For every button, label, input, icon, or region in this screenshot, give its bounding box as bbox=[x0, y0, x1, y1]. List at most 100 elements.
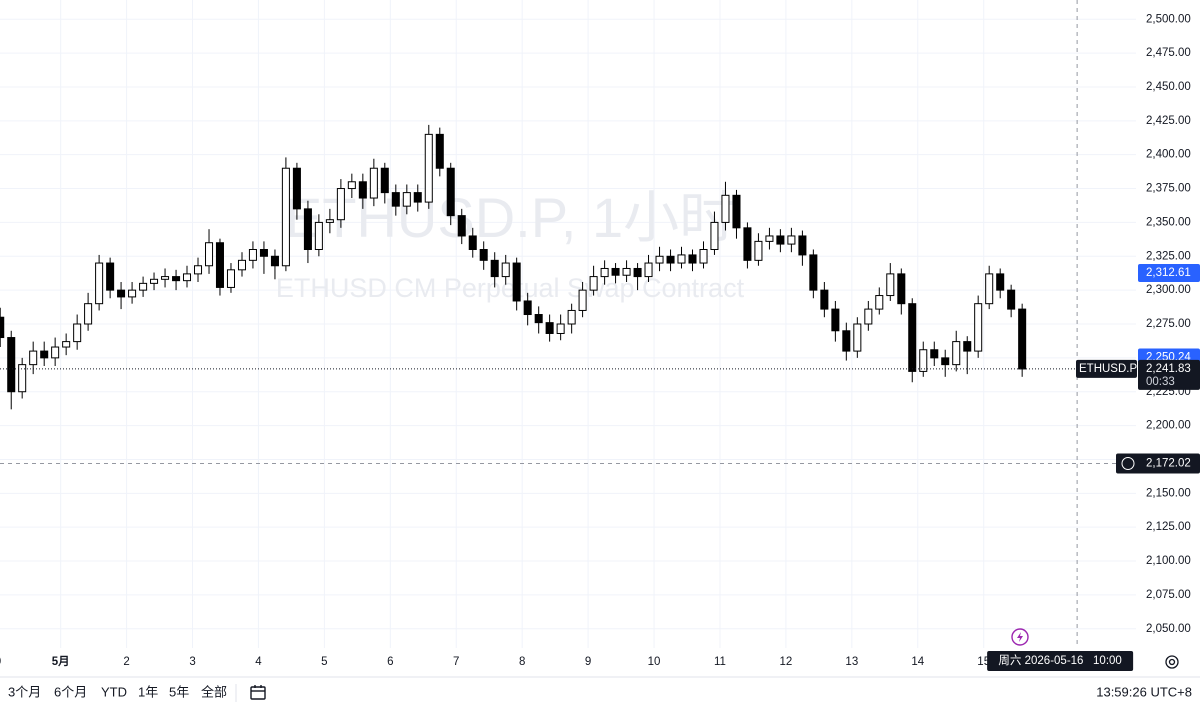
watermark-title: ETHUSD.P, 1小时 bbox=[285, 186, 735, 249]
candle-body bbox=[963, 341, 972, 352]
range-button[interactable]: 3个月 bbox=[8, 684, 41, 699]
candle-body bbox=[128, 289, 137, 298]
y-tick-label: 2,200.00 bbox=[1146, 420, 1191, 432]
candle-body bbox=[721, 194, 730, 223]
last-price-box bbox=[1138, 359, 1200, 390]
x-tick-label: 9 bbox=[585, 656, 591, 668]
price-label-box bbox=[1138, 264, 1200, 283]
x-tick-label: 13 bbox=[845, 656, 858, 668]
candle-body bbox=[84, 303, 93, 325]
y-tick-label: 2,275.00 bbox=[1146, 318, 1191, 330]
candle-body bbox=[798, 235, 807, 256]
candle-body bbox=[479, 249, 488, 261]
x-tick-label: 15 bbox=[977, 656, 990, 668]
candle-body bbox=[95, 262, 104, 305]
candle-body bbox=[314, 221, 323, 251]
candle-body bbox=[875, 295, 884, 310]
watermark-subtitle: ETHUSD CM Perpetual Swap Contract bbox=[276, 273, 745, 303]
range-button[interactable]: 5年 bbox=[169, 684, 189, 699]
range-button[interactable]: 6个月 bbox=[54, 684, 87, 699]
candle-body bbox=[996, 273, 1005, 291]
range-button[interactable]: YTD bbox=[101, 684, 127, 699]
candle-body bbox=[237, 259, 247, 271]
settings-icon[interactable] bbox=[1165, 655, 1179, 669]
candle-body bbox=[853, 323, 862, 352]
candle-body bbox=[633, 267, 642, 278]
candle-body bbox=[589, 276, 598, 291]
candle-body bbox=[106, 262, 115, 291]
candle-body bbox=[336, 188, 345, 221]
candle-body bbox=[743, 227, 752, 261]
candle-body bbox=[985, 273, 994, 305]
candle-body bbox=[787, 235, 796, 245]
candle-body bbox=[182, 273, 192, 282]
x-tick-label: 12 bbox=[780, 656, 793, 668]
candle-body bbox=[897, 273, 906, 305]
x-tick-label: 30 bbox=[0, 656, 1, 668]
candle-body bbox=[732, 194, 741, 229]
candle-body bbox=[402, 192, 411, 207]
x-tick-label: 4 bbox=[255, 656, 262, 668]
y-tick-label: 2,050.00 bbox=[1146, 623, 1191, 635]
candle-body bbox=[699, 249, 708, 264]
candle-body bbox=[380, 167, 389, 194]
candle-body bbox=[468, 235, 477, 251]
x-tick-label: 6 bbox=[387, 656, 393, 668]
candle-body bbox=[611, 267, 620, 276]
y-tick-label: 2,375.00 bbox=[1146, 183, 1191, 195]
candle-body bbox=[864, 308, 873, 325]
symbol-tag: ETHUSD.P bbox=[1079, 363, 1137, 375]
x-tick-label: 10 bbox=[648, 656, 661, 668]
candle-body bbox=[512, 262, 521, 302]
x-tick-label: 14 bbox=[911, 656, 924, 668]
candle-body bbox=[919, 349, 928, 372]
candle-body bbox=[226, 269, 235, 288]
range-button[interactable]: 1年 bbox=[138, 684, 158, 699]
candle-body bbox=[457, 215, 466, 237]
candle-body bbox=[842, 330, 851, 352]
candle-body bbox=[172, 276, 181, 282]
candle-body bbox=[391, 192, 400, 207]
candle-body bbox=[523, 300, 532, 316]
candle-body bbox=[952, 341, 961, 366]
y-tick-label: 2,475.00 bbox=[1146, 47, 1191, 59]
x-tick-label: 11 bbox=[714, 656, 726, 668]
candle-body bbox=[908, 303, 917, 372]
candle-body bbox=[29, 350, 38, 366]
y-tick-label: 2,500.00 bbox=[1146, 13, 1191, 25]
candle-body bbox=[490, 259, 499, 278]
candle-body bbox=[281, 167, 290, 267]
alert-icon[interactable] bbox=[1011, 628, 1029, 646]
plot-area bbox=[0, 124, 1027, 410]
candle-body bbox=[215, 242, 224, 288]
y-tick-label: 2,425.00 bbox=[1146, 115, 1191, 127]
candle-body bbox=[161, 276, 170, 280]
range-button[interactable]: 全部 bbox=[201, 684, 227, 699]
candle-body bbox=[303, 208, 312, 251]
y-tick-label: 2,325.00 bbox=[1146, 250, 1191, 262]
candle-body bbox=[1018, 308, 1027, 370]
candle-body bbox=[358, 181, 367, 199]
candle-body bbox=[1007, 289, 1016, 310]
candle-body bbox=[193, 265, 203, 275]
candle-body bbox=[413, 192, 422, 203]
candle-body bbox=[325, 219, 334, 223]
countdown-label: 00:33 bbox=[1146, 376, 1175, 388]
x-tick-label: 3 bbox=[189, 656, 195, 668]
candle-body bbox=[677, 254, 686, 264]
y-tick-label: 2,125.00 bbox=[1146, 521, 1191, 533]
add-alert-icon[interactable] bbox=[1121, 456, 1135, 470]
candle-body bbox=[600, 267, 609, 278]
candle-body bbox=[0, 316, 5, 339]
crosshair-y-label: 2,172.02 bbox=[1146, 458, 1191, 470]
overlay-layer: 2,050.00 2,075.00 2,100.00 2,125.00 2,150.00… bbox=[0, 0, 1200, 671]
candle-body bbox=[655, 255, 664, 264]
candle-body bbox=[205, 242, 214, 267]
candle-body bbox=[51, 346, 60, 359]
candle-body bbox=[18, 364, 27, 393]
date-range-icon[interactable] bbox=[250, 685, 266, 700]
x-tick-label: 5 bbox=[321, 656, 327, 668]
y-tick-label: 2,350.00 bbox=[1146, 216, 1191, 228]
candle-body bbox=[974, 303, 983, 352]
candle-body bbox=[40, 350, 49, 359]
